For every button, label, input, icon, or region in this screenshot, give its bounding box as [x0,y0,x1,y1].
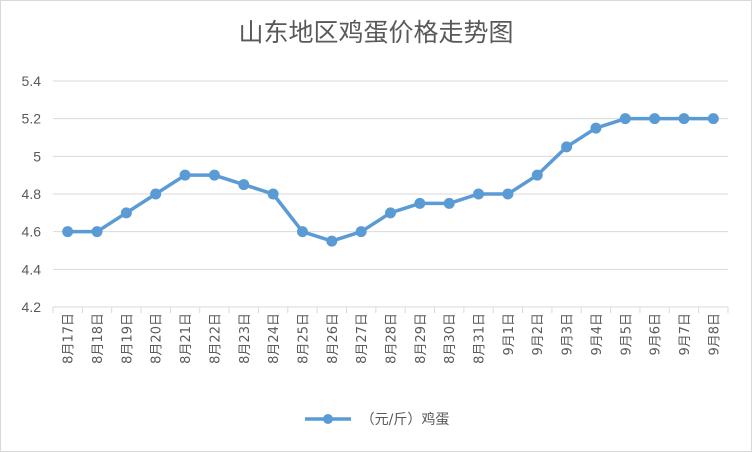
data-point [707,113,719,125]
data-point [62,226,74,238]
y-tick-label: 5 [33,148,41,164]
data-point [296,226,308,238]
data-point [561,141,573,153]
data-point [473,188,485,200]
x-tick-label: 8月30日 [443,313,458,364]
x-tick-label: 8月18日 [91,313,106,364]
x-tick-label: 8月23日 [238,313,253,364]
data-point [531,169,543,181]
x-tick-label: 9月5日 [619,313,634,356]
legend-swatch [304,414,351,424]
legend-label: （元/斤）鸡蛋 [360,412,450,428]
x-tick-label: 9月7日 [678,313,693,356]
x-tick-label: 8月24日 [267,313,282,364]
x-tick-label: 9月3日 [561,313,576,356]
data-point [619,113,631,125]
legend: （元/斤）鸡蛋 [1,409,751,429]
x-tick-label: 8月31日 [473,313,488,364]
x-tick-label: 9月2日 [531,313,546,356]
data-point [502,188,514,200]
data-point [120,207,132,219]
x-tick-label: 9月8日 [707,313,722,356]
x-tick-label: 8月21日 [179,313,194,364]
x-tick-label: 9月6日 [649,313,664,356]
x-tick-label: 8月20日 [150,313,165,364]
data-point [355,226,367,238]
y-tick-label: 5.2 [22,111,42,127]
data-point [179,169,191,181]
data-point [238,179,250,191]
data-point [326,235,338,247]
series-line [65,116,716,243]
data-point [91,226,103,238]
x-tick-label: 9月1日 [502,313,517,356]
data-point [414,197,426,209]
y-tick-label: 4.2 [22,299,42,315]
x-tick-label: 8月22日 [208,313,223,364]
y-tick-label: 4.6 [22,224,42,240]
data-point [385,207,396,219]
y-tick-label: 5.4 [22,73,42,89]
data-point [590,122,602,134]
x-tick-label: 8月26日 [326,313,341,364]
data-point [678,113,690,125]
x-tick-label: 8月29日 [414,313,429,364]
x-tick-label: 8月19日 [120,313,135,364]
x-tick-label: 8月25日 [296,313,311,364]
x-tick-label: 9月4日 [590,313,605,356]
y-tick-label: 4.8 [22,186,42,202]
y-tick-label: 4.4 [22,261,42,277]
x-tick-label: 8月27日 [355,313,370,364]
x-tick-label: 8月28日 [385,313,400,364]
data-point [267,188,279,200]
data-point [150,188,162,200]
data-point [649,113,661,125]
chart-title: 山东地区鸡蛋价格走势图 [238,18,514,47]
data-point [443,197,455,209]
x-tick-label: 8月17日 [62,313,77,364]
data-point [208,169,220,181]
